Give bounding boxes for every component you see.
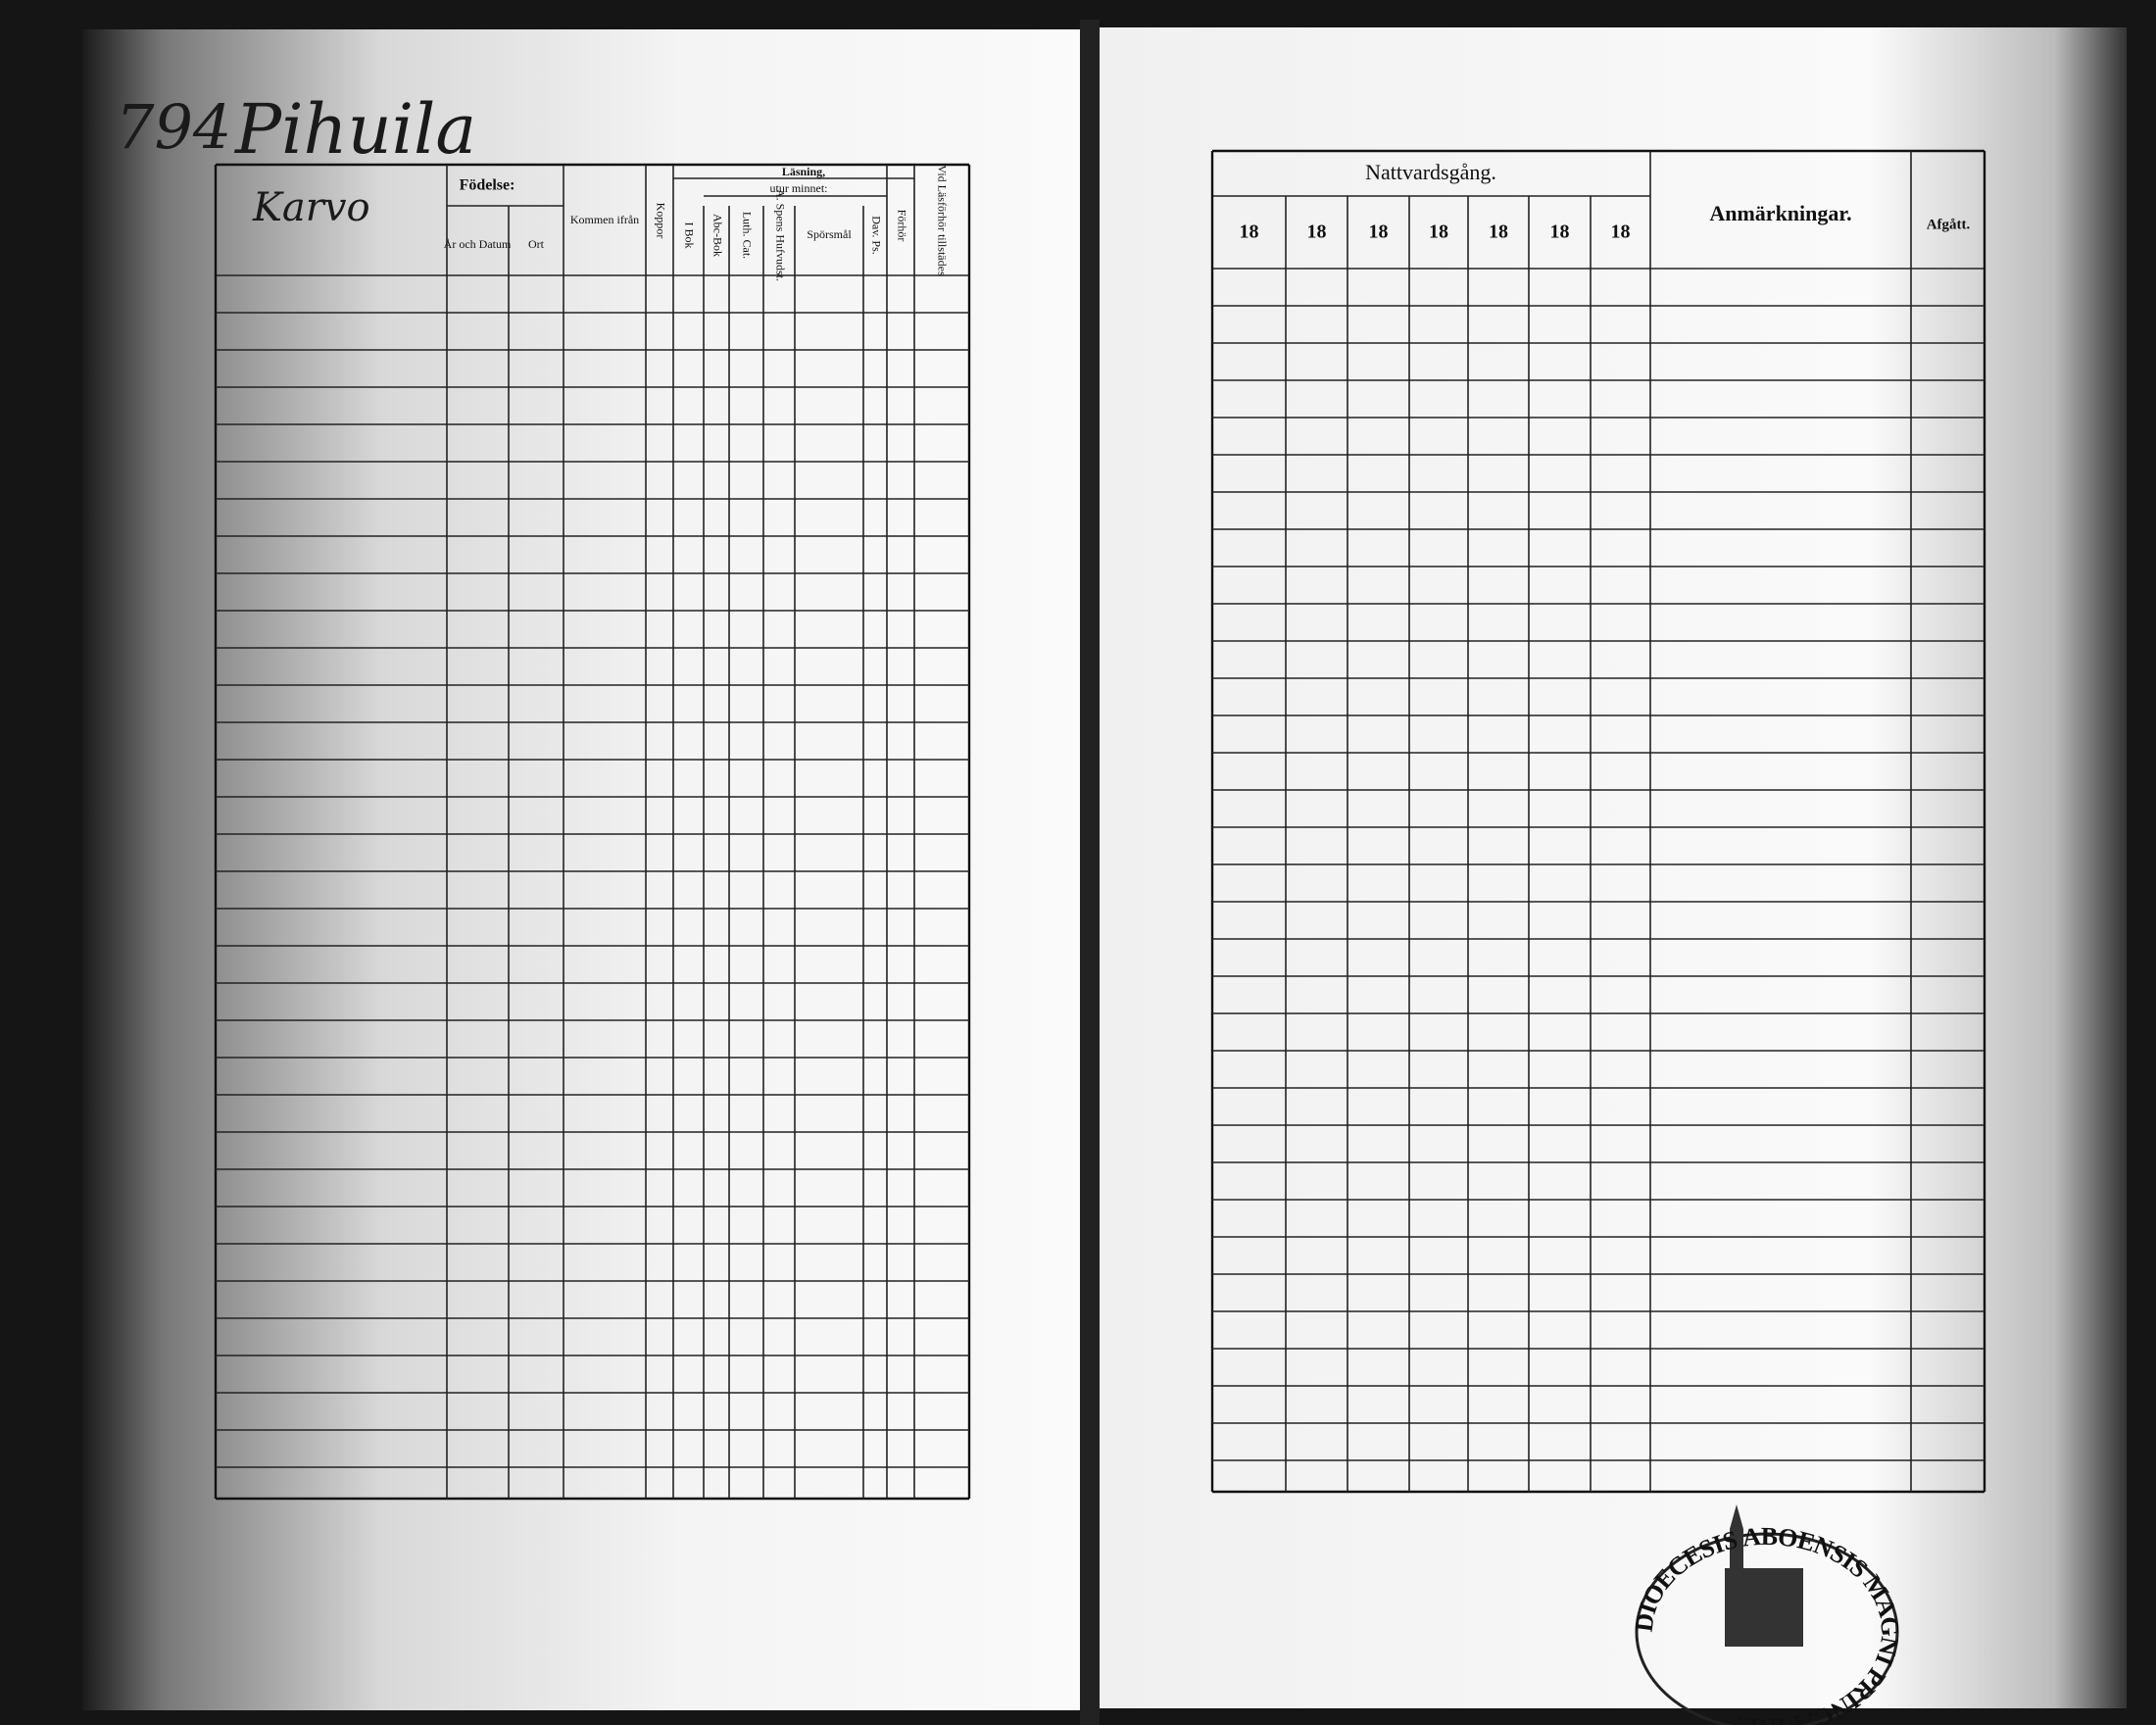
header-luth-cat: Luth. Cat. xyxy=(740,212,754,259)
header-in-book: I Bok xyxy=(682,222,696,249)
year-headers: 18 18 18 18 18 18 18 xyxy=(1240,222,1631,243)
year-header: 18 xyxy=(1307,222,1327,243)
year-header: 18 xyxy=(1489,222,1508,243)
year-header: 18 xyxy=(1550,222,1570,243)
village-name: Pihuila xyxy=(233,89,476,170)
header-place: Ort xyxy=(528,237,545,251)
year-header: 18 xyxy=(1369,222,1389,243)
header-departed: Afgått. xyxy=(1927,217,1971,232)
header-reading: Läsning, xyxy=(782,165,825,178)
left-page xyxy=(82,29,1080,1710)
page-number: 794 xyxy=(116,91,231,163)
header-spens: A. Spens Hufvudst. xyxy=(773,189,787,281)
header-by-heart: utur minnet: xyxy=(770,181,828,195)
year-header: 18 xyxy=(1611,222,1631,243)
year-header: 18 xyxy=(1429,222,1448,243)
farm-name: Karvo xyxy=(252,185,370,230)
header-questions: Spörsmål xyxy=(807,227,852,241)
gutter xyxy=(1080,20,1100,1725)
header-abc-book: Abc-Bok xyxy=(710,214,724,257)
header-year-date: År och Datum xyxy=(444,237,512,251)
table-grid xyxy=(214,149,1986,1501)
header-remarks: Anmärkningar. xyxy=(1709,201,1851,225)
header-communion: Nattvardsgång. xyxy=(1365,160,1496,184)
header-smallpox: Koppor xyxy=(654,203,667,239)
year-header: 18 xyxy=(1240,222,1259,243)
header-present: Vid Läsförhör tillstädes xyxy=(935,165,949,276)
header-dav-ps: Dav. Ps. xyxy=(869,216,883,255)
right-page xyxy=(1100,27,2127,1708)
header-came-from: Kommen ifrån xyxy=(570,213,639,226)
header-hearing: Förhör xyxy=(895,210,908,242)
header-birth: Födelse: xyxy=(460,177,515,194)
